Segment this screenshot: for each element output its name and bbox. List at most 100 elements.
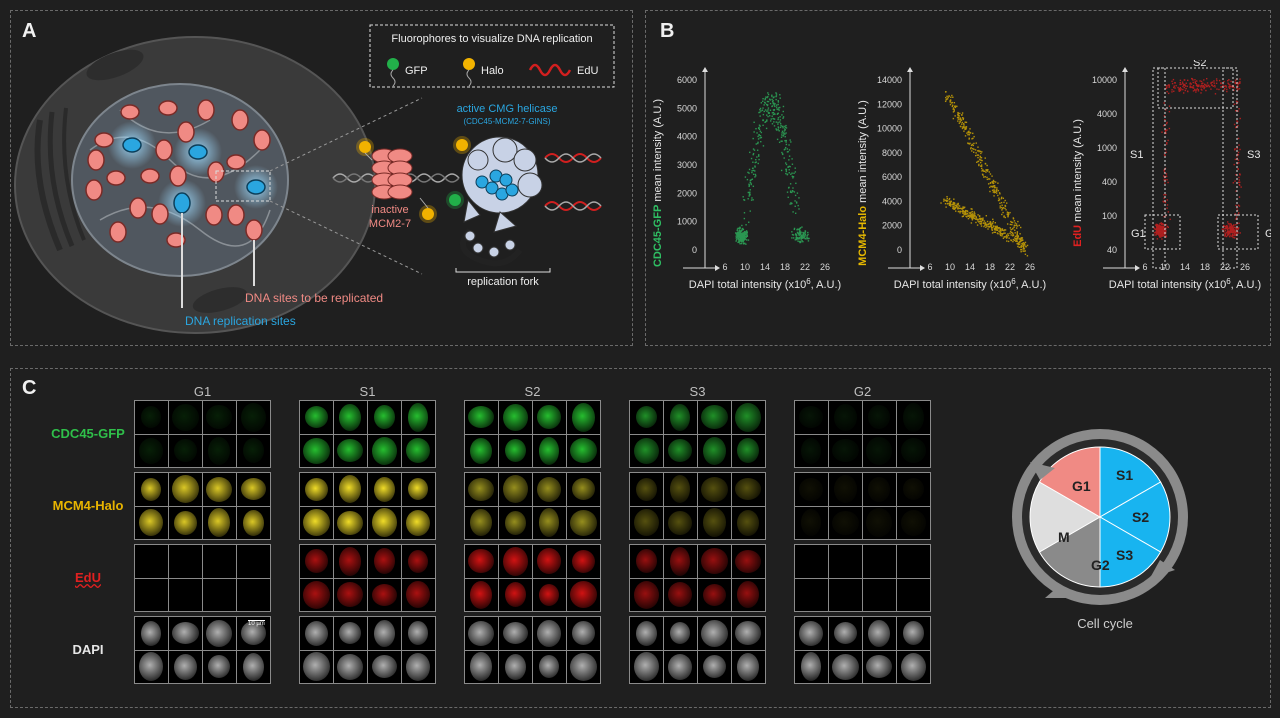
nucleus-image (504, 582, 526, 607)
scatter-point (975, 142, 977, 144)
scatter-point (1166, 142, 1168, 144)
scatter-point (1234, 82, 1237, 84)
nucleus-image (700, 548, 728, 574)
scatter-point (745, 235, 748, 238)
scatter-point (804, 235, 806, 237)
scatter-point (1225, 86, 1228, 88)
scatter-point (971, 150, 973, 152)
scatter-point (1232, 231, 1235, 234)
scatter-point (793, 227, 796, 230)
scatter-point (1182, 92, 1185, 94)
scatter-point (766, 120, 768, 122)
scatter-point (1238, 176, 1240, 179)
scatter-point (956, 105, 958, 108)
x-tick-label: 22 (1220, 262, 1230, 272)
scatter-point (980, 159, 982, 162)
scatter-point (1239, 117, 1241, 120)
scatter-point (1004, 199, 1006, 202)
scatter-point (1015, 240, 1018, 243)
scatter-point (972, 212, 974, 215)
scatter-point (779, 106, 781, 109)
x-tick-label: 10 (740, 262, 750, 272)
scatter-point (983, 220, 986, 222)
scatter-point (773, 118, 776, 120)
scatter-point (794, 212, 797, 215)
scatter-point (1230, 223, 1232, 226)
scatter-point (1239, 78, 1241, 80)
scatter-point (781, 134, 783, 136)
scatter-point (989, 173, 992, 175)
nucleus-image (337, 439, 363, 462)
scatter-point (1010, 228, 1012, 231)
scatter-point (1235, 218, 1237, 220)
scatter-point (775, 95, 777, 98)
nucleus-image (900, 509, 926, 536)
micrograph-g2-row-2 (794, 544, 931, 612)
scatter-point (752, 152, 755, 155)
scatter-point (957, 116, 960, 119)
scatter-point (788, 155, 791, 157)
scatter-point (1236, 209, 1239, 211)
scatter-point (990, 227, 993, 229)
scatter-point (979, 220, 981, 223)
scatter-point (1023, 243, 1026, 246)
nucleus-image (406, 509, 430, 536)
micrograph-cell (697, 544, 732, 579)
micrograph-s1-row-3 (299, 616, 436, 684)
gate-box (1217, 214, 1259, 250)
scatter-point (964, 209, 967, 212)
replication-fork-label: replication fork (467, 276, 539, 288)
nucleus-image (668, 582, 692, 607)
scatter-point (798, 231, 801, 233)
scatter-point (749, 189, 751, 191)
scatter-point (993, 189, 995, 191)
scatter-point (999, 228, 1001, 231)
scatter-point (1201, 86, 1204, 88)
scatter-point (737, 241, 739, 244)
scatter-point (1160, 222, 1162, 225)
scatter-point (741, 228, 743, 230)
micrograph-g2-row-0 (794, 400, 931, 468)
scatter-point (959, 121, 962, 123)
scatter-point (1233, 229, 1235, 232)
scatter-point (752, 137, 754, 140)
scatter-point (953, 204, 955, 206)
nucleus-image (702, 583, 726, 606)
micrograph-cell (896, 472, 931, 507)
scatter-point (977, 214, 979, 216)
scale-bar-label: 10 µm (248, 620, 265, 627)
scatter-point (807, 233, 809, 236)
scatter-point (808, 237, 810, 240)
scatter-point (764, 109, 767, 111)
scatter-point (952, 204, 954, 206)
scatter-point (756, 149, 759, 151)
scatter-point (1160, 226, 1162, 228)
scatter-point (1002, 211, 1004, 214)
scatter-point (967, 217, 970, 220)
gate-box (1144, 214, 1181, 250)
scatter-point (1166, 121, 1168, 124)
scatter-point (1235, 103, 1238, 105)
scatter-point (963, 212, 965, 214)
scatter-point (993, 190, 996, 192)
scatter-point (1235, 216, 1238, 218)
active-cmg-helicase-icon (459, 136, 543, 267)
scatter-point (997, 194, 999, 197)
scatter-point (1162, 230, 1164, 233)
micrograph-cell (862, 649, 897, 684)
scatter-point (1237, 110, 1239, 112)
scatter-point (786, 148, 789, 150)
scatter-point (969, 216, 971, 219)
micrograph-cell (663, 433, 698, 468)
nucleus-image (668, 510, 692, 535)
scatter-point (1021, 237, 1024, 239)
nucleus-image (537, 548, 561, 574)
nucleus-image (571, 402, 595, 432)
scatter-point (743, 234, 746, 237)
scatter-point (1010, 220, 1012, 223)
micrograph-s3-row-0 (629, 400, 766, 468)
nucleus-image (504, 653, 526, 680)
x-tick-label: 22 (1005, 262, 1015, 272)
scatter-point (1192, 87, 1195, 89)
scatter-point (973, 142, 975, 145)
